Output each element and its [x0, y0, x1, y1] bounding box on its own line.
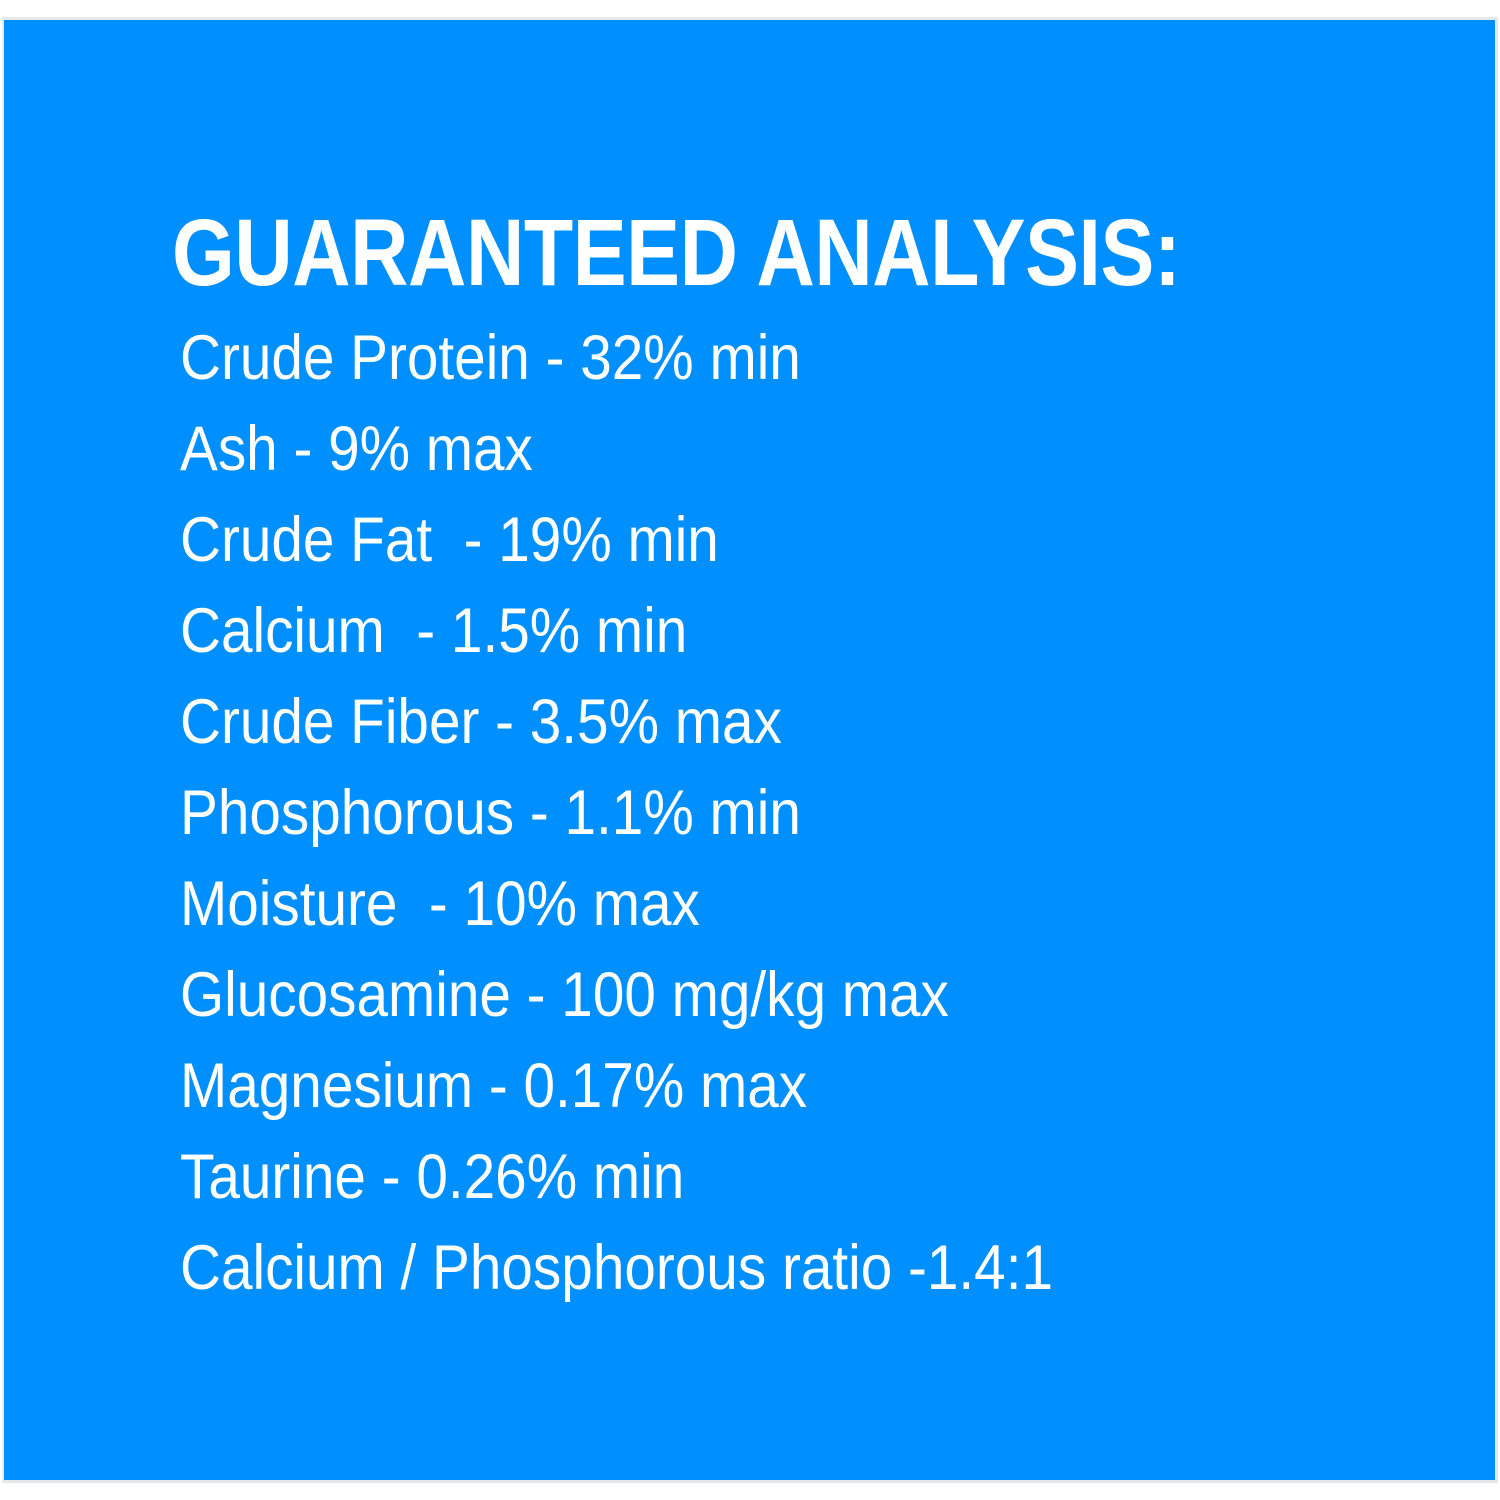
guaranteed-analysis-panel: [4, 20, 1495, 1480]
analysis-item-ca-p-ratio: Calcium / Phosphorous ratio -1.4:1: [180, 1233, 1053, 1303]
analysis-item-magnesium: Magnesium - 0.17% max: [180, 1051, 808, 1121]
analysis-item-glucosamine: Glucosamine - 100 mg/kg max: [180, 960, 949, 1030]
analysis-item-phosphorous: Phosphorous - 1.1% min: [180, 778, 801, 848]
analysis-item-taurine: Taurine - 0.26% min: [180, 1142, 685, 1212]
analysis-item-calcium: Calcium - 1.5% min: [180, 596, 688, 666]
panel-title: GUARANTEED ANALYSIS:: [172, 200, 1181, 306]
analysis-item-ash: Ash - 9% max: [180, 414, 533, 484]
analysis-item-crude-fat: Crude Fat - 19% min: [180, 505, 719, 575]
analysis-list: Crude Protein - 32% min Ash - 9% max Cru…: [180, 318, 1150, 1319]
analysis-item-crude-fiber: Crude Fiber - 3.5% max: [180, 687, 782, 757]
analysis-item-moisture: Moisture - 10% max: [180, 869, 700, 939]
analysis-item-crude-protein: Crude Protein - 32% min: [180, 323, 801, 393]
